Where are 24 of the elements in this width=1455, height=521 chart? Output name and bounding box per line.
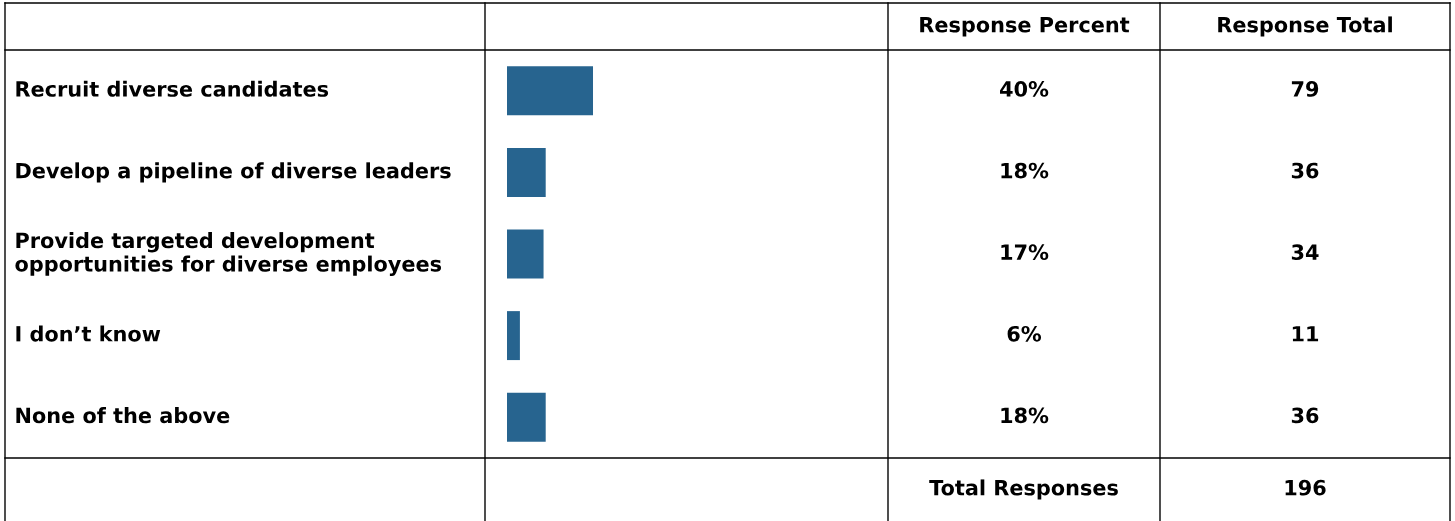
data-label: 40% xyxy=(1000,81,1049,97)
text: 196 xyxy=(1285,479,1326,496)
y-tick-label: Provide targeted development opportunities for diverse employees xyxy=(15,232,442,276)
text: Total Responses xyxy=(929,479,1118,500)
y-tick-label: Recruit diverse candidates xyxy=(16,80,329,97)
text: 79 xyxy=(1291,81,1319,97)
text: Response Total xyxy=(1218,16,1392,37)
y-tick-label: I don’t know xyxy=(16,325,161,342)
text: 36 xyxy=(1291,407,1319,424)
text: 11 xyxy=(1292,326,1319,342)
bar xyxy=(507,66,593,116)
data-label: 18% xyxy=(1001,162,1049,179)
data-label: 6% xyxy=(1007,325,1042,342)
y-tick-label: None of the above xyxy=(16,407,230,424)
bar xyxy=(507,147,546,197)
bar xyxy=(507,392,546,442)
data-label: 17% xyxy=(1001,244,1049,261)
data-label: 18% xyxy=(1001,407,1049,424)
bar xyxy=(507,311,520,361)
text: 36 xyxy=(1291,162,1319,179)
text: Response Percent xyxy=(920,17,1130,37)
text: 34 xyxy=(1291,244,1319,261)
y-tick-label: Develop a pipeline of diverse leaders xyxy=(16,162,451,183)
bar xyxy=(507,229,544,279)
